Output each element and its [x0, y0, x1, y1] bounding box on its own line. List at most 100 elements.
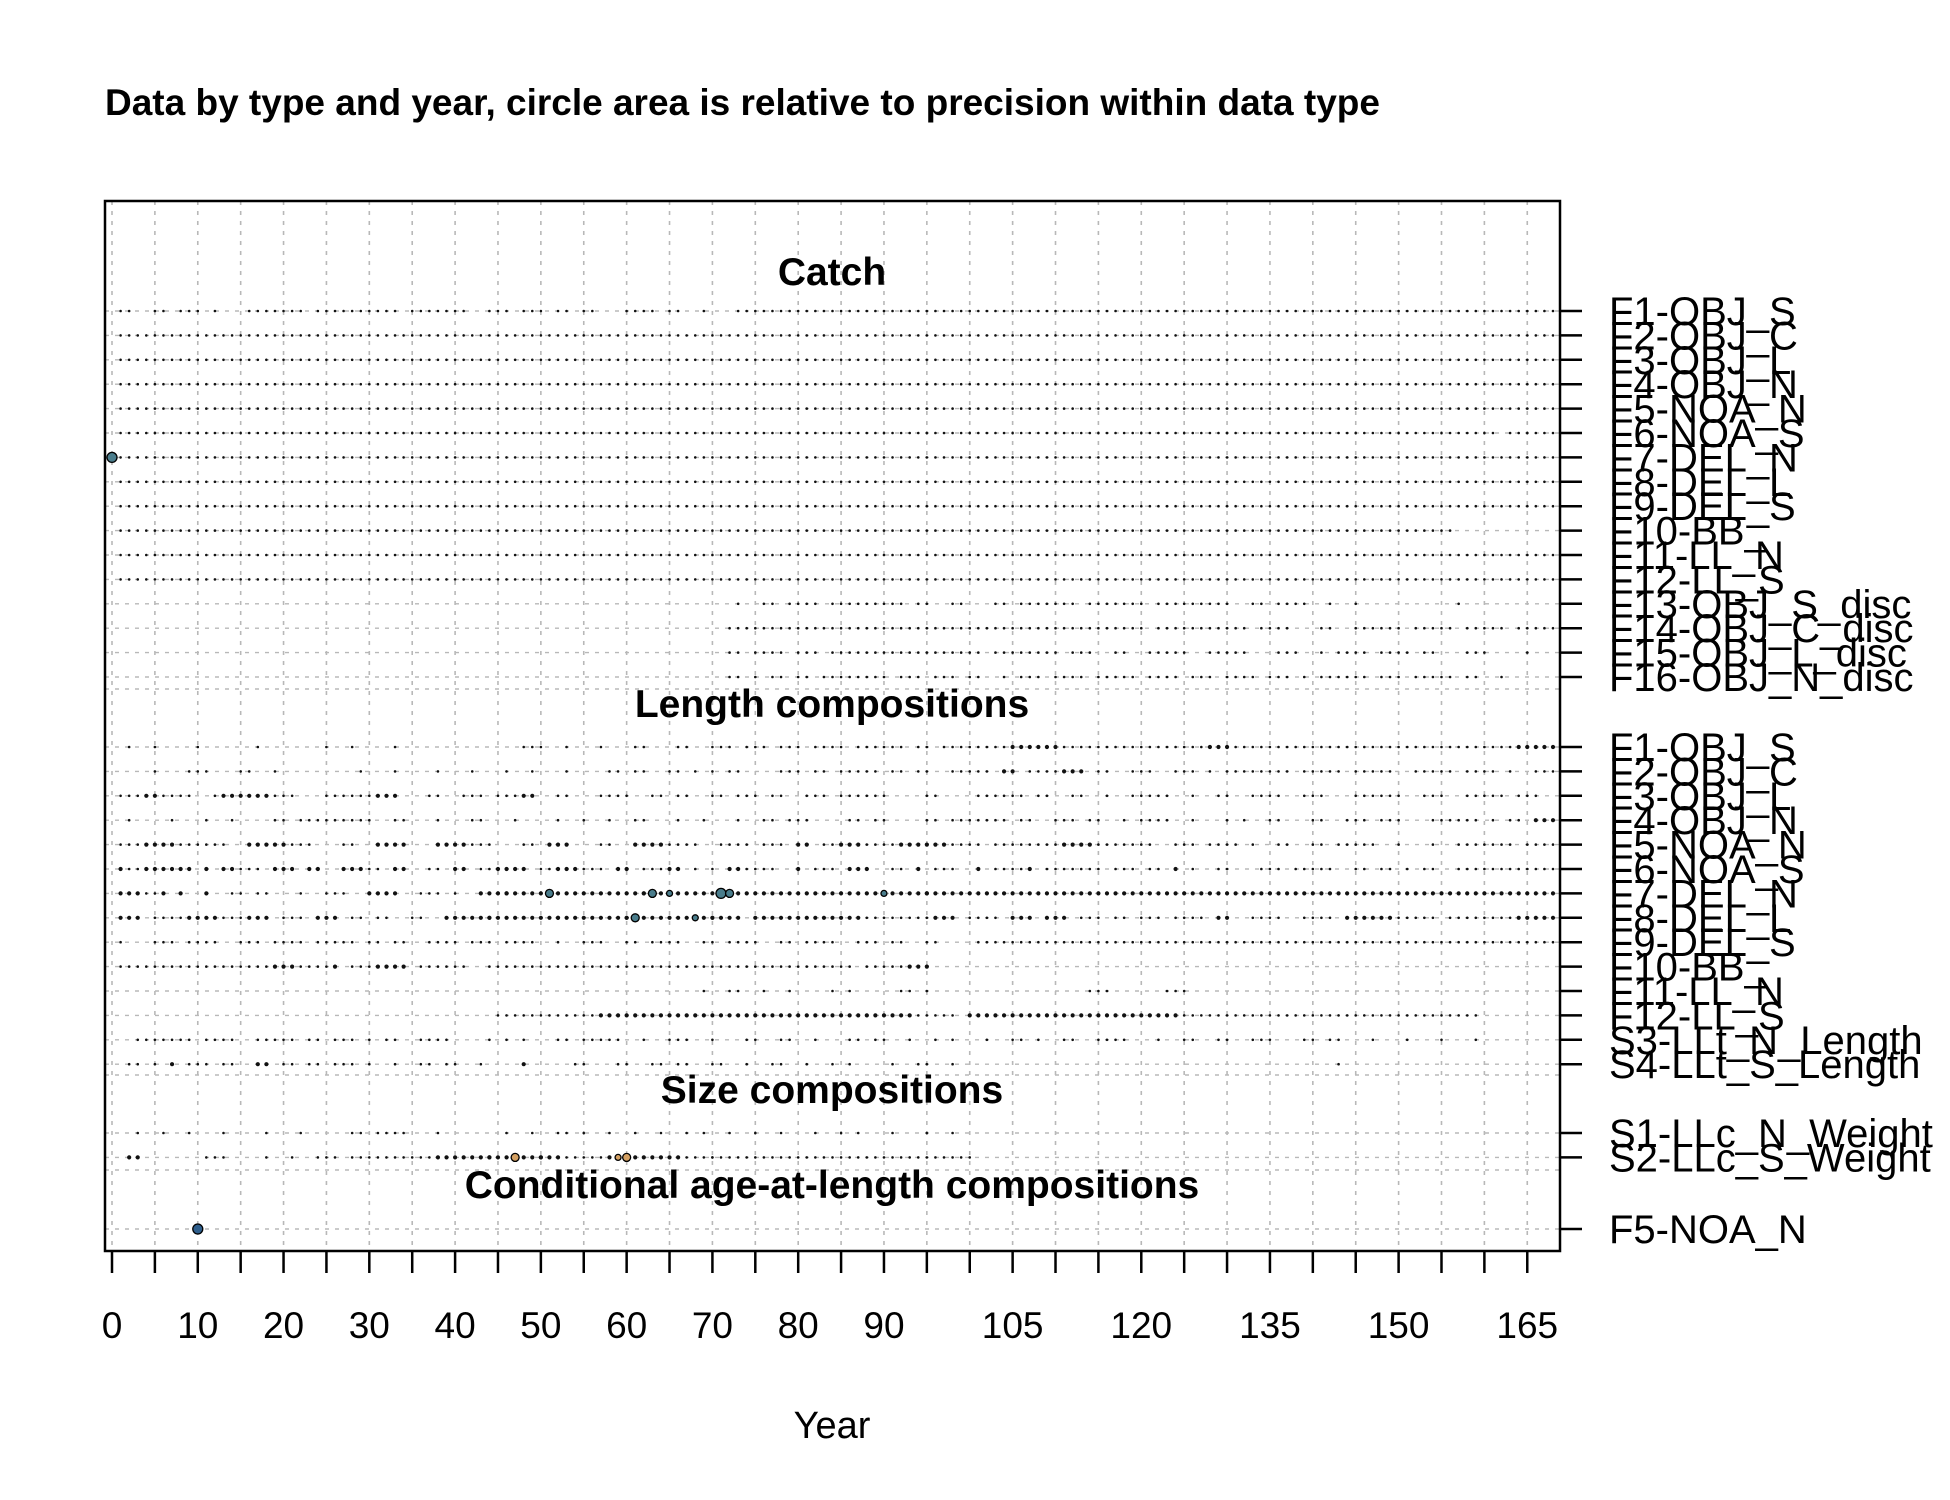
data-point: [333, 382, 337, 386]
data-point: [375, 842, 380, 847]
data-point: [222, 358, 225, 362]
data-point: [1465, 578, 1469, 581]
data-point: [599, 382, 603, 386]
data-point: [1182, 334, 1186, 337]
y-tick-label: S2-LLc_S_Weight: [1609, 1136, 1931, 1180]
data-point: [968, 1156, 972, 1159]
data-point: [1251, 916, 1255, 920]
data-point: [805, 794, 809, 798]
data-point: [453, 382, 457, 386]
data-point: [856, 915, 861, 920]
data-point: [1019, 940, 1023, 944]
data-point: [805, 431, 809, 435]
data-point: [796, 891, 801, 896]
data-point: [1225, 529, 1229, 532]
data-point: [1337, 358, 1340, 362]
data-point: [1397, 651, 1400, 654]
data-point: [565, 1014, 568, 1017]
data-point: [1225, 382, 1229, 386]
data-point: [539, 578, 543, 581]
data-point: [419, 916, 423, 920]
data-point: [839, 431, 843, 435]
data-point: [831, 553, 834, 557]
data-point: [642, 578, 646, 581]
data-point: [256, 578, 260, 581]
data-point: [204, 915, 209, 920]
data-point: [530, 770, 534, 773]
data-point: [1268, 334, 1272, 337]
data-point: [1097, 1038, 1100, 1042]
data-point: [874, 407, 877, 410]
data-point: [676, 1013, 681, 1018]
data-point: [779, 456, 783, 459]
data-point: [282, 529, 285, 532]
data-point: [530, 965, 534, 968]
data-point: [1225, 578, 1229, 581]
data-point: [934, 309, 937, 313]
data-point: [375, 891, 380, 896]
data-point: [821, 915, 827, 920]
data-point: [1234, 675, 1237, 679]
data-point: [771, 529, 774, 532]
data-point: [1388, 794, 1392, 798]
data-point: [393, 358, 397, 362]
data-point: [1354, 334, 1358, 337]
data-point: [1028, 504, 1032, 508]
data-point: [968, 916, 972, 920]
data-point: [865, 456, 869, 459]
data-point: [899, 989, 903, 993]
data-point: [848, 382, 851, 386]
data-point: [771, 626, 774, 630]
data-point: [925, 456, 929, 459]
data-point: [359, 309, 363, 313]
data-point: [1234, 358, 1237, 362]
data-point: [221, 793, 226, 798]
data-point: [1380, 940, 1383, 944]
data-point: [830, 891, 835, 896]
data-point: [728, 1131, 731, 1135]
data-point: [1079, 745, 1083, 749]
data-point: [882, 529, 886, 532]
data-point: [728, 553, 731, 557]
data-point: [290, 358, 294, 362]
data-point: [436, 407, 440, 410]
data-point: [1044, 744, 1050, 750]
data-point: [736, 358, 740, 362]
data-point: [307, 965, 311, 968]
data-point: [1131, 456, 1135, 459]
data-point: [1533, 744, 1538, 750]
data-point: [1105, 675, 1109, 679]
y-tick-label: F16-OBJ_N_disc: [1609, 656, 1914, 700]
data-point: [222, 480, 225, 484]
data-point: [1465, 818, 1469, 822]
data-point: [633, 358, 637, 362]
data-point: [1474, 431, 1478, 435]
data-point: [754, 1131, 757, 1135]
data-point: [513, 358, 517, 362]
data-point: [702, 529, 706, 532]
data-point: [273, 794, 277, 798]
data-point: [822, 675, 826, 679]
data-point: [736, 651, 740, 654]
data-point: [736, 602, 740, 606]
data-point: [1431, 770, 1435, 773]
data-point: [119, 480, 122, 484]
data-point: [951, 651, 954, 654]
data-point: [642, 431, 646, 435]
data-point: [1088, 309, 1092, 313]
data-point: [127, 407, 131, 410]
data-point: [942, 651, 946, 654]
data-point: [1002, 504, 1006, 508]
data-point: [462, 431, 465, 435]
data-point: [1499, 891, 1504, 896]
data-point: [282, 358, 285, 362]
data-point: [1551, 407, 1555, 410]
data-point: [1294, 745, 1297, 749]
data-point: [1320, 382, 1323, 386]
data-point: [848, 794, 851, 798]
data-point: [1448, 578, 1452, 581]
data-point: [1268, 407, 1272, 410]
data-point: [145, 456, 148, 459]
data-point: [977, 626, 980, 630]
data-point: [608, 1131, 611, 1135]
